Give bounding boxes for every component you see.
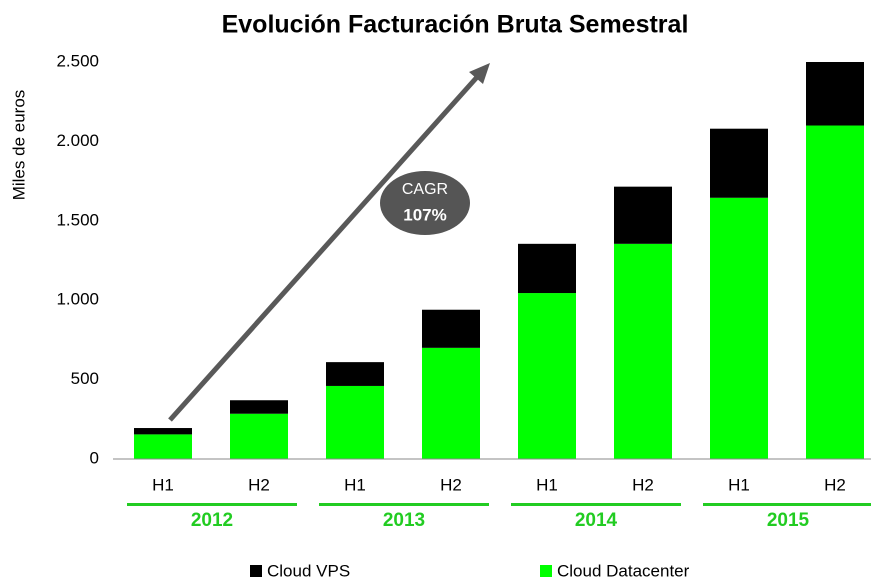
cagr-value: 107%: [403, 205, 446, 224]
y-axis-label: Miles de euros: [9, 90, 28, 201]
group-line: [319, 503, 489, 506]
y-tick-label: 2.500: [56, 51, 99, 70]
bar-segment: [806, 125, 864, 460]
trend-arrow: [168, 74, 480, 422]
x-tick-label: H1: [344, 475, 366, 494]
cagr-badge: [380, 171, 470, 235]
y-tick-label: 2.000: [56, 131, 99, 150]
x-tick-label: H1: [536, 475, 558, 494]
x-tick-label: H2: [248, 475, 270, 494]
bar-segment: [710, 197, 768, 460]
legend-swatch: [540, 565, 552, 577]
group-label: 2013: [383, 510, 425, 531]
legend-label: Cloud Datacenter: [557, 561, 690, 580]
bar-segment: [518, 243, 576, 294]
bar-segment: [326, 385, 384, 459]
bar-segment: [518, 293, 576, 459]
bar-segment: [326, 362, 384, 386]
group-line: [703, 503, 871, 506]
bar-segment: [614, 243, 672, 459]
y-tick-label: 0: [90, 448, 99, 467]
bar-segment: [422, 347, 480, 459]
group-label: 2015: [767, 510, 810, 531]
bar-segment: [134, 434, 192, 459]
arrow-head: [469, 63, 490, 84]
x-tick-label: H1: [152, 475, 174, 494]
bar-segment: [614, 186, 672, 244]
y-tick-label: 1.000: [56, 290, 99, 309]
bar-segment: [230, 413, 288, 459]
bar-segment: [230, 400, 288, 414]
x-tick-label: H1: [728, 475, 750, 494]
x-tick-label: H2: [440, 475, 462, 494]
group-line: [511, 503, 681, 506]
group-line: [127, 503, 297, 506]
group-label: 2012: [191, 510, 233, 531]
x-tick-label: H2: [632, 475, 654, 494]
cagr-title: CAGR: [402, 181, 448, 198]
legend-swatch: [250, 565, 262, 577]
bar-segment: [806, 62, 864, 126]
y-tick-label: 500: [71, 369, 99, 388]
bar-segment: [710, 128, 768, 198]
y-tick-label: 1.500: [56, 210, 99, 229]
bar-segment: [134, 428, 192, 435]
chart-title: Evolución Facturación Bruta Semestral: [222, 11, 689, 39]
bar-segment: [422, 309, 480, 348]
legend-label: Cloud VPS: [267, 561, 350, 580]
x-tick-label: H2: [824, 475, 846, 494]
group-label: 2014: [575, 510, 618, 531]
